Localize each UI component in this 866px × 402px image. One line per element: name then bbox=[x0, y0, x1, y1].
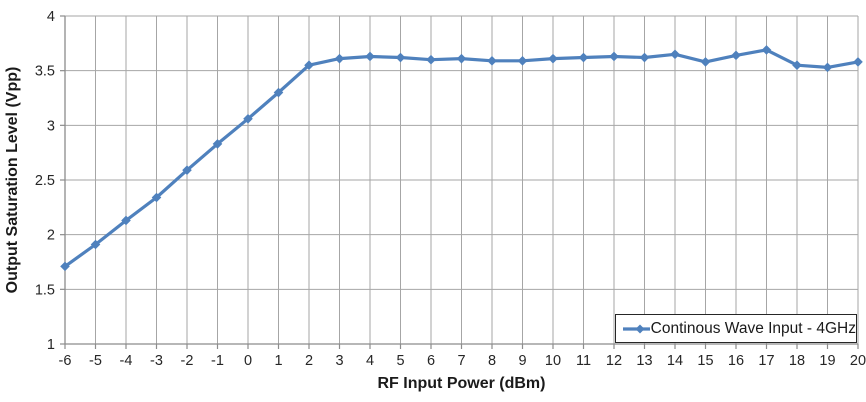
data-point-marker bbox=[456, 53, 467, 64]
data-point-marker bbox=[792, 60, 802, 70]
x-tick-label: 3 bbox=[335, 353, 343, 369]
x-tick-label: 6 bbox=[427, 353, 435, 369]
data-point-marker bbox=[365, 51, 375, 62]
x-tick-label: 9 bbox=[518, 353, 526, 369]
data-point-marker bbox=[304, 60, 314, 70]
y-tick-label: 3.5 bbox=[35, 64, 55, 80]
data-point-marker bbox=[853, 57, 863, 67]
x-tick-label: 1 bbox=[274, 353, 282, 369]
data-point-marker bbox=[90, 239, 101, 250]
x-tick-label: 13 bbox=[636, 353, 652, 369]
x-tick-label: 11 bbox=[576, 353, 591, 369]
data-point-marker bbox=[60, 261, 70, 272]
data-point-marker bbox=[548, 53, 558, 64]
x-tick-label: 18 bbox=[789, 353, 805, 369]
x-tick-label: -3 bbox=[150, 353, 163, 369]
x-tick-label: 14 bbox=[667, 353, 683, 369]
x-tick-label: -6 bbox=[59, 353, 72, 369]
data-point-marker bbox=[395, 52, 406, 63]
data-point-marker bbox=[517, 56, 528, 66]
x-tick-label: 12 bbox=[606, 353, 622, 369]
x-axis-title: RF Input Power (dBm) bbox=[377, 375, 546, 392]
data-point-marker bbox=[426, 54, 436, 65]
x-tick-label: 17 bbox=[758, 353, 774, 369]
x-tick-label: 15 bbox=[697, 353, 713, 369]
y-tick-label: 3 bbox=[47, 118, 55, 134]
x-tick-label: 8 bbox=[488, 353, 496, 369]
data-point-marker bbox=[822, 62, 833, 73]
data-point-marker bbox=[334, 53, 345, 64]
x-tick-label: 19 bbox=[819, 353, 835, 369]
data-point-marker bbox=[761, 45, 772, 55]
data-point-marker bbox=[731, 50, 741, 61]
legend-line-marker-icon bbox=[623, 324, 650, 333]
x-tick-label: 4 bbox=[366, 353, 374, 369]
y-tick-label: 4 bbox=[47, 9, 55, 25]
data-point-marker bbox=[121, 215, 131, 226]
y-tick-label: 2.5 bbox=[35, 173, 55, 189]
data-point-marker bbox=[670, 49, 680, 60]
legend: Continous Wave Input - 4GHz bbox=[615, 314, 857, 343]
y-axis-title: Output Saturation Level (Vpp) bbox=[4, 66, 21, 294]
x-tick-label: 10 bbox=[545, 353, 561, 369]
x-tick-label: -1 bbox=[211, 353, 224, 369]
y-tick-label: 2 bbox=[47, 228, 55, 244]
data-point-marker bbox=[639, 52, 650, 63]
data-point-marker bbox=[578, 52, 589, 63]
data-point-marker bbox=[487, 56, 497, 66]
x-tick-label: 7 bbox=[457, 353, 465, 369]
y-tick-label: 1 bbox=[47, 337, 55, 353]
x-tick-label: 20 bbox=[850, 353, 866, 369]
x-tick-label: 0 bbox=[244, 353, 252, 369]
data-point-marker bbox=[243, 113, 253, 124]
x-tick-label: -2 bbox=[181, 353, 194, 369]
y-tick-label: 1.5 bbox=[35, 282, 55, 298]
data-point-marker bbox=[182, 165, 192, 175]
legend-label: Continous Wave Input - 4GHz bbox=[650, 319, 856, 337]
x-tick-label: 2 bbox=[305, 353, 313, 369]
data-point-marker bbox=[609, 51, 619, 62]
data-point-marker bbox=[212, 139, 223, 149]
x-tick-label: 5 bbox=[396, 353, 404, 369]
x-tick-label: -5 bbox=[89, 353, 102, 369]
data-point-marker bbox=[151, 192, 162, 203]
data-point-marker bbox=[700, 57, 711, 67]
x-tick-label: -4 bbox=[120, 353, 133, 369]
x-tick-label: 16 bbox=[728, 353, 744, 369]
data-point-marker bbox=[273, 87, 284, 98]
